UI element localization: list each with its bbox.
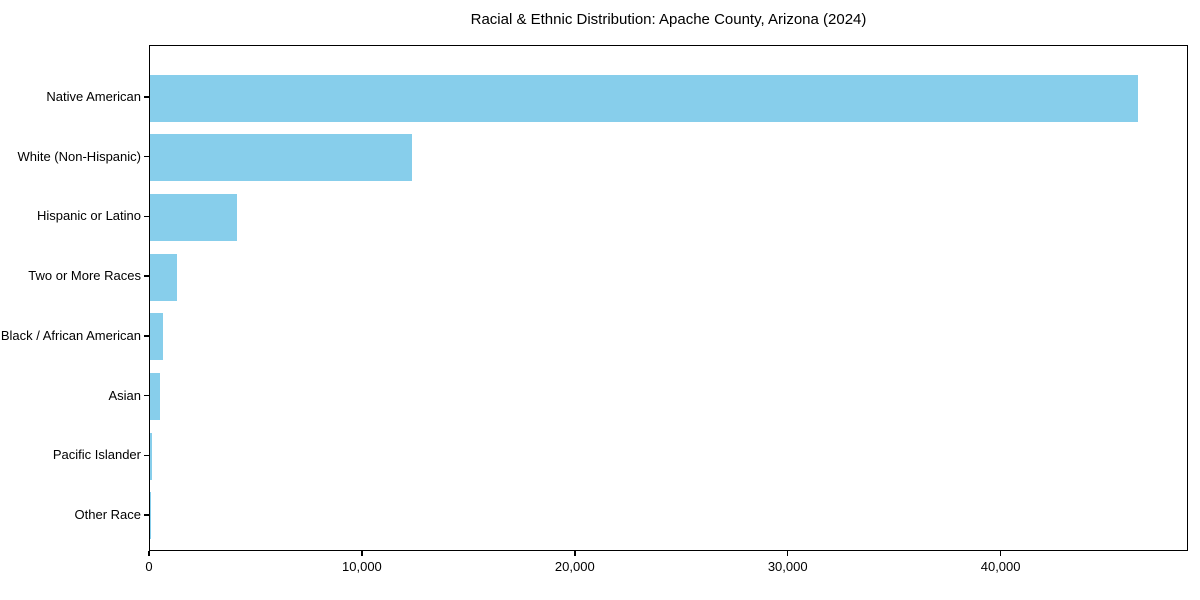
y-tick xyxy=(144,335,149,337)
y-tick-label-hispanic-or-latino: Hispanic or Latino xyxy=(36,208,141,224)
y-tick-label-pacific-islander: Pacific Islander xyxy=(52,447,141,463)
y-tick xyxy=(144,275,149,277)
y-tick-label-two-or-more-races: Two or More Races xyxy=(28,268,141,284)
x-tick-label: 10,000 xyxy=(342,559,382,574)
y-tick xyxy=(144,215,149,218)
bar-two-or-more-races xyxy=(150,253,177,301)
bar-native-american xyxy=(150,74,1138,122)
plot-area xyxy=(149,45,1188,551)
y-tick-label-other-race: Other Race xyxy=(74,506,141,522)
y-tick xyxy=(144,454,149,456)
x-tick-label: 20,000 xyxy=(554,559,595,574)
y-tick xyxy=(144,514,149,516)
x-tick-label: 0 xyxy=(145,559,153,574)
x-tick xyxy=(787,551,789,556)
bar-hispanic-or-latino xyxy=(150,193,238,241)
chart-title: Racial & Ethnic Distribution: Apache Cou… xyxy=(470,11,867,28)
x-tick-label: 30,000 xyxy=(767,559,808,574)
y-tick xyxy=(144,156,149,158)
y-tick-label-white-non-hispanic: White (Non-Hispanic) xyxy=(17,148,141,164)
bar-asian xyxy=(150,373,160,421)
bar-pacific-islander xyxy=(150,432,153,480)
y-tick-label-black-african-american: Black / African American xyxy=(0,327,141,343)
x-tick-label: 40,000 xyxy=(980,559,1021,574)
x-tick xyxy=(999,551,1002,556)
x-tick xyxy=(361,551,363,556)
bar-other-race xyxy=(150,492,151,540)
y-tick-label-asian: Asian xyxy=(108,387,141,403)
bar-white-non-hispanic xyxy=(150,134,412,182)
bar-black-african-american xyxy=(150,313,164,361)
y-tick-label-native-american: Native American xyxy=(46,89,141,104)
y-tick xyxy=(144,96,149,98)
x-tick xyxy=(148,551,150,556)
y-tick xyxy=(144,394,149,397)
x-tick xyxy=(574,551,576,556)
